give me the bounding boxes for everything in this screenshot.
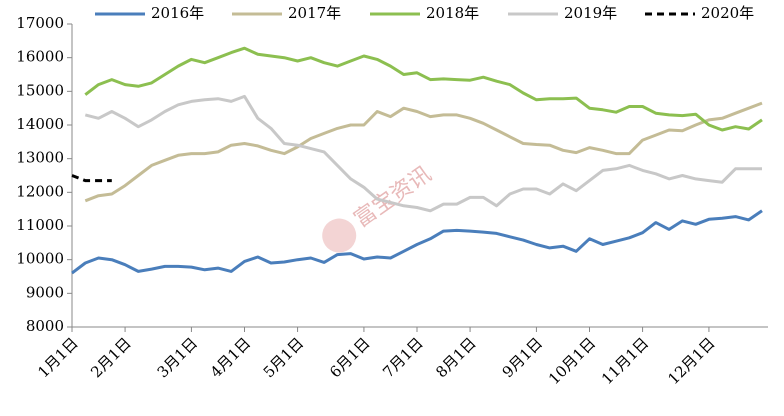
x-tick-label: 12月1日	[664, 334, 718, 388]
watermark: 富宝资讯	[350, 162, 436, 233]
x-tick-label: 4月1日	[207, 334, 254, 381]
series-line	[84, 94, 762, 213]
x-tick-label: 9月1日	[499, 334, 546, 381]
y-tick-label: 9000	[26, 283, 64, 301]
x-tick-label: 11月1日	[598, 334, 652, 388]
y-tick-label: 11000	[16, 216, 64, 234]
x-tick-label: 6月1日	[326, 334, 373, 381]
legend-label: 2016年	[151, 4, 204, 22]
y-tick-label: 14000	[16, 115, 64, 133]
x-tick-label: 1月1日	[34, 334, 81, 381]
y-tick-label: 17000	[16, 14, 64, 32]
series-line	[84, 101, 763, 203]
legend-label: 2019年	[564, 4, 617, 22]
y-tick-label: 13000	[16, 149, 64, 167]
watermark-logo	[322, 218, 357, 253]
legend-label: 2017年	[288, 4, 341, 22]
series-line	[84, 46, 763, 132]
y-tick-label: 15000	[16, 81, 64, 99]
legend-label: 2018年	[426, 4, 479, 22]
x-tick-label: 8月1日	[432, 334, 479, 381]
y-tick-label: 16000	[16, 48, 64, 66]
y-tick-label: 12000	[16, 182, 64, 200]
x-tick-label: 2月1日	[87, 334, 134, 381]
series-line	[71, 209, 763, 275]
y-tick-label: 10000	[16, 250, 64, 268]
x-tick-label: 5月1日	[260, 334, 307, 381]
x-tick-label: 7月1日	[379, 334, 426, 381]
y-tick-label: 8000	[26, 317, 64, 335]
x-tick-label: 3月1日	[154, 334, 201, 381]
legend-label: 2020年	[701, 4, 754, 22]
x-tick-label: 10月1日	[545, 334, 599, 388]
series-line	[71, 174, 112, 183]
